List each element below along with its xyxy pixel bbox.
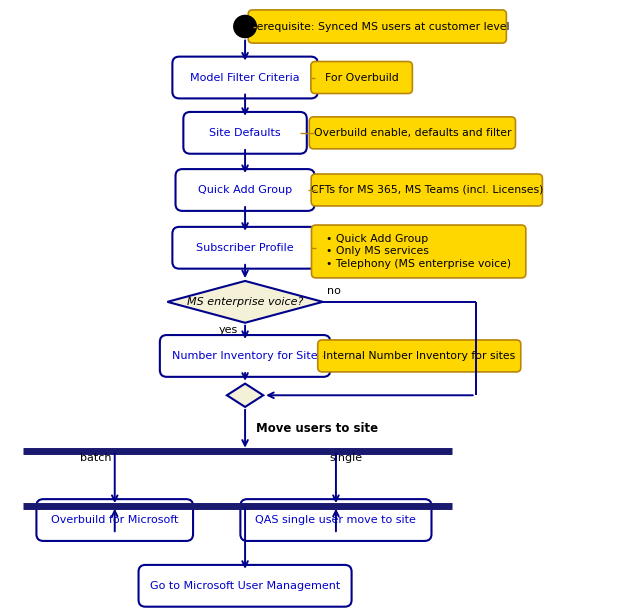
FancyBboxPatch shape — [248, 10, 506, 43]
FancyBboxPatch shape — [172, 57, 318, 99]
Text: batch: batch — [80, 453, 112, 463]
Text: Quick Add Group: Quick Add Group — [198, 185, 292, 195]
Text: QAS single user move to site: QAS single user move to site — [256, 515, 416, 525]
FancyBboxPatch shape — [310, 117, 516, 149]
FancyBboxPatch shape — [183, 112, 307, 154]
Text: • Quick Add Group
• Only MS services
• Telephony (MS enterprise voice): • Quick Add Group • Only MS services • T… — [326, 234, 511, 269]
FancyBboxPatch shape — [36, 499, 193, 541]
Text: MS enterprise voice?: MS enterprise voice? — [187, 297, 303, 307]
Text: no: no — [327, 286, 340, 296]
FancyBboxPatch shape — [311, 174, 543, 206]
Text: Number Inventory for Site: Number Inventory for Site — [172, 351, 318, 361]
Polygon shape — [227, 384, 263, 407]
FancyBboxPatch shape — [318, 340, 521, 372]
Text: Internal Number Inventory for sites: Internal Number Inventory for sites — [323, 351, 516, 361]
Text: Subscriber Profile: Subscriber Profile — [197, 243, 294, 253]
FancyBboxPatch shape — [241, 499, 431, 541]
Text: Model Filter Criteria: Model Filter Criteria — [190, 73, 300, 83]
Text: yes: yes — [219, 325, 237, 335]
Text: Go to Microsoft User Management: Go to Microsoft User Management — [150, 581, 340, 591]
Text: Overbuild enable, defaults and filter: Overbuild enable, defaults and filter — [313, 128, 511, 138]
FancyBboxPatch shape — [139, 565, 352, 607]
FancyBboxPatch shape — [311, 225, 526, 278]
Circle shape — [234, 15, 256, 38]
Text: Prerequisite: Synced MS users at customer level: Prerequisite: Synced MS users at custome… — [246, 22, 509, 31]
Text: Overbuild for Microsoft: Overbuild for Microsoft — [51, 515, 178, 525]
Text: single: single — [330, 453, 363, 463]
FancyBboxPatch shape — [311, 62, 413, 94]
FancyBboxPatch shape — [172, 227, 318, 269]
Text: Site Defaults: Site Defaults — [209, 128, 281, 138]
Text: For Overbuild: For Overbuild — [325, 73, 399, 83]
FancyBboxPatch shape — [175, 169, 315, 211]
FancyBboxPatch shape — [160, 335, 330, 377]
Text: CFTs for MS 365, MS Teams (incl. Licenses): CFTs for MS 365, MS Teams (incl. License… — [311, 185, 543, 195]
Polygon shape — [168, 281, 323, 323]
Text: Move users to site: Move users to site — [256, 423, 379, 436]
